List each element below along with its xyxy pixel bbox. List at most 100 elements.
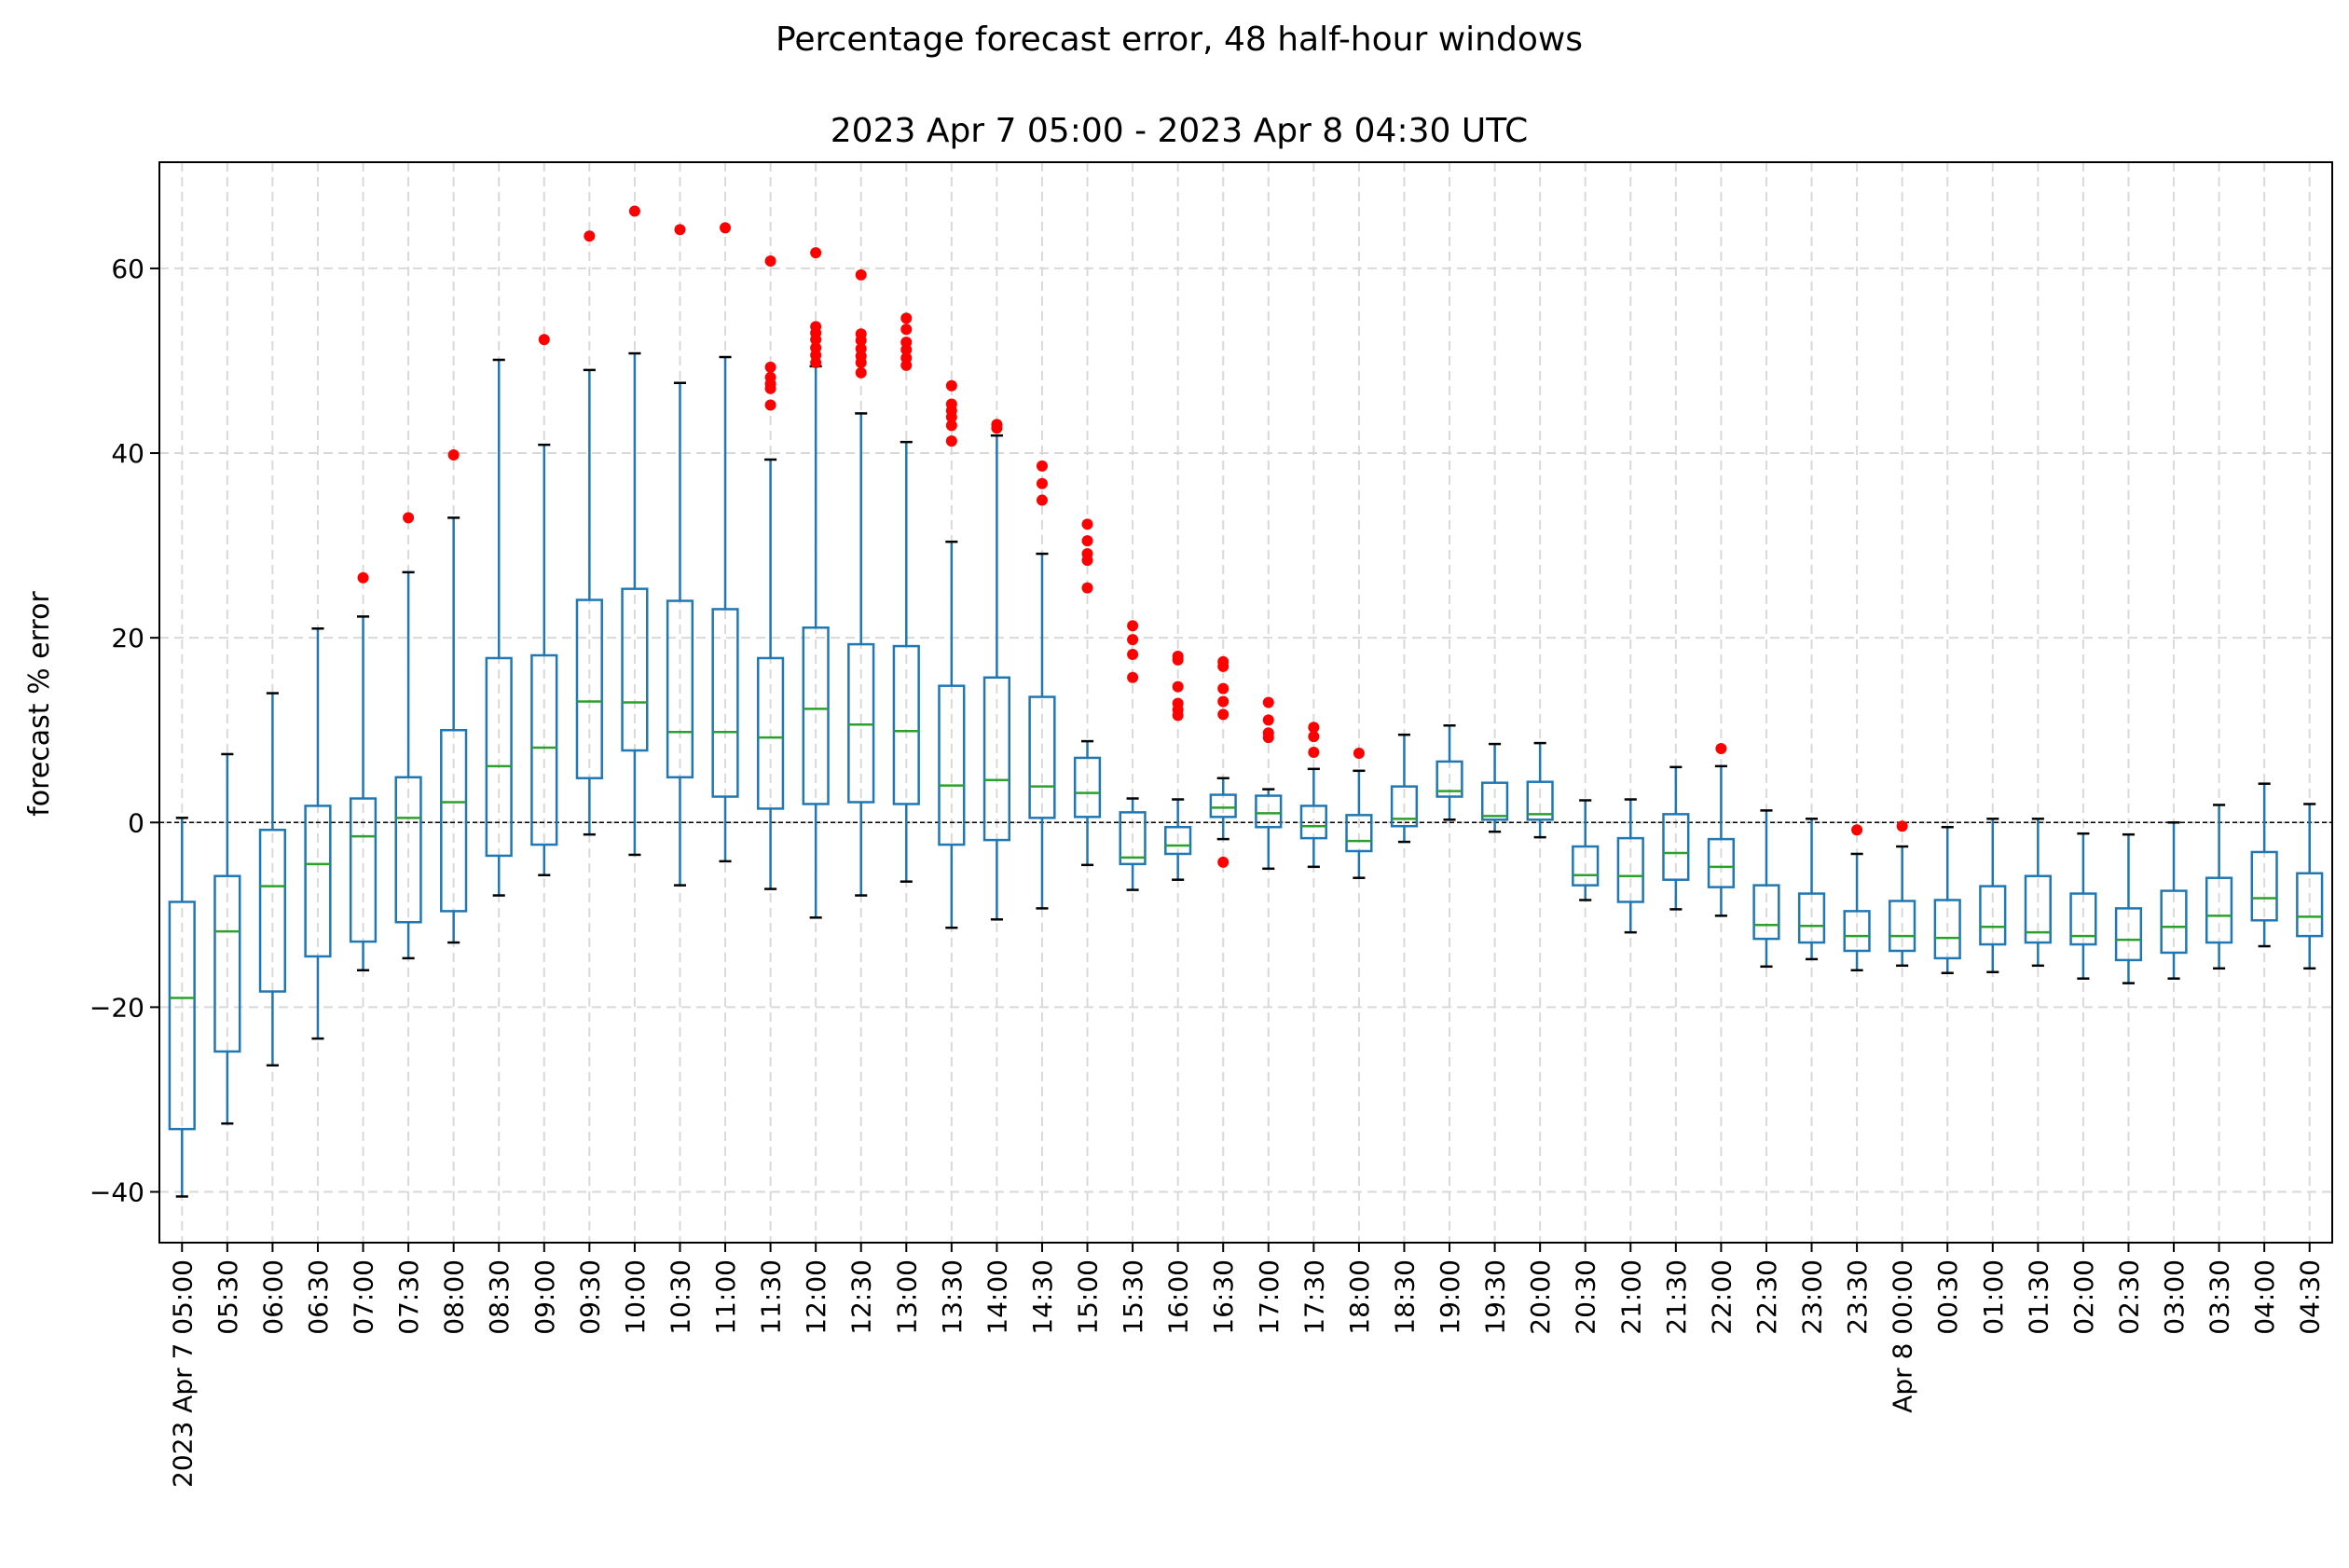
outlier-point [1081,535,1093,547]
x-tick-label: 10:00 [620,1259,651,1335]
outlier-point [1308,746,1320,758]
box-group [982,419,1011,921]
box [1572,845,1600,887]
outlier-point [945,379,957,392]
box-group [1752,809,1780,969]
x-tick-label: 08:30 [484,1259,515,1335]
box [1707,837,1736,888]
x-tick-label: 07:00 [349,1259,379,1335]
x-tick-label: 01:00 [1978,1259,2009,1335]
box-group [1436,724,1463,821]
box [1390,785,1419,828]
chart-subtitle: 2023 Apr 7 05:00 - 2023 Apr 8 04:30 UTC [831,112,1528,150]
x-tick-label: 02:00 [2068,1259,2099,1335]
box [1345,814,1373,853]
box-group [2250,782,2278,948]
x-tick-label: 15:30 [1118,1259,1148,1335]
outlier-point [584,230,596,242]
box-group [349,571,378,972]
box [2160,889,2188,955]
outlier-point [720,222,732,234]
outlier-point [1127,648,1139,660]
x-tick-label: 09:30 [574,1259,605,1335]
box [1209,793,1237,818]
box [621,587,649,752]
x-tick-label: 13:30 [937,1259,968,1335]
box [168,901,196,1131]
outlier-point [1127,671,1139,683]
box-group [168,817,196,1198]
outlier-point [1036,460,1048,472]
box-series [168,205,2324,1198]
box-group [394,512,422,960]
x-tick-label: 12:00 [801,1259,831,1335]
outlier-point [1308,731,1320,743]
x-tick-label: 10:30 [665,1259,695,1335]
x-tick-label: 22:00 [1706,1259,1737,1335]
box [802,626,830,805]
x-tick-label: 19:00 [1435,1259,1465,1335]
outlier-point [900,312,913,324]
outlier-point [447,449,460,461]
box [575,598,603,779]
outlier-point [945,411,957,423]
box-group [2114,832,2143,984]
x-tick-label: 21:00 [1615,1259,1646,1335]
outlier-point [810,356,822,368]
box-group [485,358,513,897]
box [1752,884,1780,941]
x-tick-label: 03:30 [2205,1259,2235,1335]
box-group [666,224,694,887]
outlier-point [945,420,957,432]
box [1662,813,1690,881]
outlier-point [1896,820,1908,832]
box [1933,899,1961,960]
box [213,874,241,1053]
y-tick-label: 60 [111,254,144,284]
outlier-point [1036,494,1048,506]
x-tick-label: 19:30 [1480,1259,1511,1335]
box [530,653,558,846]
y-tick-label: −40 [89,1177,144,1208]
x-tick-label: 17:30 [1298,1259,1329,1335]
box [982,676,1011,842]
outlier-point [855,366,867,378]
box [2205,876,2233,944]
box [1797,892,1826,944]
x-tick-label: 13:00 [891,1259,922,1335]
box [756,656,785,810]
x-tick-label: 21:30 [1661,1259,1692,1335]
box [1889,900,1916,953]
outlier-point [900,323,913,336]
box-group [2160,821,2188,980]
box-group [2296,803,2324,970]
box-group [1662,765,1690,911]
box [1255,794,1283,829]
x-tick-label: 14:00 [982,1259,1012,1335]
x-tick-label: 15:00 [1073,1259,1104,1335]
outlier-point [855,335,867,347]
x-tick-label: 02:30 [2113,1259,2144,1335]
box-group [1255,696,1283,871]
box-group [1480,742,1509,833]
y-tick-label: −20 [89,992,144,1023]
box-group [530,334,558,876]
box [847,642,875,804]
box-group [1390,733,1419,844]
box [1436,760,1463,798]
box [711,608,739,798]
box [1299,805,1327,840]
box-group [1164,650,1192,881]
outlier-point [1217,856,1229,868]
outlier-point [1127,620,1139,632]
outlier-point [1715,743,1727,755]
x-tick-label: 06:00 [257,1259,288,1335]
y-tick-label: 20 [111,623,144,653]
outlier-point [1172,709,1184,722]
box-group [1345,747,1373,879]
box [1843,910,1871,953]
box-group [1119,620,1147,891]
x-tick-label: 09:00 [529,1259,560,1335]
box-group [938,379,966,929]
